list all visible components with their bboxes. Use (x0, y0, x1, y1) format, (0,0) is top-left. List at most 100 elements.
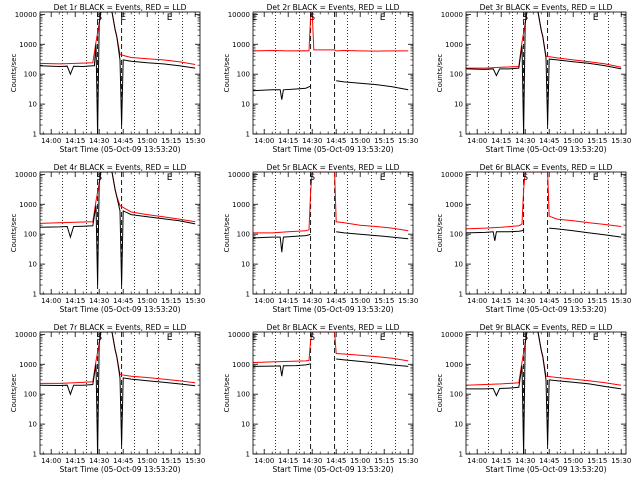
x-tick-label: 14:00 (41, 137, 61, 145)
x-tick-label: 15:15 (587, 457, 607, 465)
x-tick-label: 15:00 (563, 457, 583, 465)
y-tick-label: 1000 (19, 361, 37, 369)
x-tick-label: 15:30 (185, 137, 205, 145)
y-tick-label: 100 (237, 71, 250, 79)
x-tick-label: 15:30 (611, 137, 631, 145)
x-tick-label: 14:00 (41, 297, 61, 305)
y-axis-label: Counts/sec (10, 214, 18, 253)
y-tick-label: 10000 (228, 171, 250, 179)
panel-title: Det 5r BLACK = Events, RED = LLD (267, 163, 400, 172)
x-tick-label: 14:45 (113, 457, 133, 465)
y-tick-label: 100 (237, 391, 250, 399)
x-tick-label: 15:30 (398, 137, 418, 145)
x-tick-label: 14:00 (41, 457, 61, 465)
plot-frame (252, 331, 414, 455)
x-axis-label: Start Time (05-Oct-09 13:53:20) (59, 145, 180, 154)
x-tick-label: 15:15 (587, 297, 607, 305)
x-tick-label: 14:30 (302, 297, 322, 305)
y-tick-label: 10000 (441, 11, 463, 19)
y-tick-label: 100 (237, 231, 250, 239)
y-tick-label: 10 (241, 261, 250, 269)
y-axis-label: Counts/sec (223, 214, 231, 253)
x-tick-label: 14:15 (278, 297, 298, 305)
series-line-events (466, 332, 622, 454)
y-tick-label: 10000 (441, 171, 463, 179)
y-tick-label: 1000 (445, 361, 463, 369)
x-tick-label: 14:30 (89, 137, 109, 145)
y-tick-label: 10 (241, 101, 250, 109)
plot-frame (465, 171, 627, 295)
y-tick-label: 10000 (15, 171, 37, 179)
x-tick-label: 14:30 (89, 457, 109, 465)
panel-title: Det 8r BLACK = Events, RED = LLD (267, 323, 400, 332)
y-axis-label: Counts/sec (436, 214, 444, 253)
y-tick-label: 1000 (445, 201, 463, 209)
y-axis-label: Counts/sec (10, 54, 18, 93)
x-tick-label: 15:30 (185, 297, 205, 305)
marker-label: E (252, 13, 258, 23)
x-axis-label: Start Time (05-Oct-09 13:53:20) (485, 145, 606, 154)
x-tick-label: 14:30 (302, 457, 322, 465)
x-tick-label: 14:15 (491, 457, 511, 465)
plot-frame (39, 331, 201, 455)
y-tick-label: 100 (24, 231, 37, 239)
y-tick-label: 1 (33, 451, 37, 459)
panel-title: Det 3r BLACK = Events, RED = LLD (480, 3, 613, 12)
marker-label: S (522, 13, 528, 23)
x-tick-label: 15:00 (563, 137, 583, 145)
x-tick-label: 15:30 (611, 297, 631, 305)
y-tick-label: 10000 (15, 11, 37, 19)
series-line-events (253, 231, 409, 253)
marker-label: E (593, 13, 599, 23)
series-line-events (40, 12, 196, 134)
y-tick-label: 1000 (232, 201, 250, 209)
y-tick-label: 10 (28, 261, 37, 269)
x-tick-label: 15:00 (137, 297, 157, 305)
y-tick-label: 10000 (228, 11, 250, 19)
marker-label: S (522, 333, 528, 343)
x-tick-label: 15:15 (374, 297, 394, 305)
y-axis-label: Counts/sec (10, 374, 18, 413)
x-axis-label: Start Time (05-Oct-09 13:53:20) (272, 465, 393, 474)
y-tick-label: 10 (454, 101, 463, 109)
y-tick-label: 1 (33, 291, 37, 299)
marker-label: E (167, 13, 173, 23)
x-tick-label: 15:00 (350, 457, 370, 465)
x-axis-label: Start Time (05-Oct-09 13:53:20) (59, 305, 180, 314)
marker-label: S (96, 13, 102, 23)
x-tick-label: 14:30 (302, 137, 322, 145)
x-tick-label: 15:15 (161, 137, 181, 145)
x-tick-label: 14:30 (515, 297, 535, 305)
y-tick-label: 100 (450, 231, 463, 239)
x-tick-label: 14:00 (467, 297, 487, 305)
x-tick-label: 15:00 (137, 137, 157, 145)
y-axis-label: Counts/sec (436, 54, 444, 93)
x-tick-label: 14:00 (254, 297, 274, 305)
marker-label: S (96, 333, 102, 343)
x-tick-label: 15:15 (374, 137, 394, 145)
x-axis-label: Start Time (05-Oct-09 13:53:20) (272, 305, 393, 314)
x-tick-label: 14:15 (278, 457, 298, 465)
marker-label: S (309, 333, 315, 343)
y-tick-label: 1000 (445, 41, 463, 49)
y-tick-label: 1 (246, 451, 250, 459)
x-tick-label: 14:45 (326, 457, 346, 465)
series-line-lld (253, 12, 409, 52)
series-line-events (40, 332, 196, 454)
panel-title: Det 6r BLACK = Events, RED = LLD (480, 163, 613, 172)
plot-frame (252, 11, 414, 135)
panel-title: Det 2r BLACK = Events, RED = LLD (267, 3, 400, 12)
x-tick-label: 14:00 (254, 137, 274, 145)
marker-label: E (167, 333, 173, 343)
y-tick-label: 1000 (19, 201, 37, 209)
y-tick-label: 1 (246, 131, 250, 139)
plot-frame (252, 171, 414, 295)
x-tick-label: 15:15 (587, 137, 607, 145)
x-tick-label: 14:00 (467, 457, 487, 465)
series-line-lld (253, 332, 409, 363)
